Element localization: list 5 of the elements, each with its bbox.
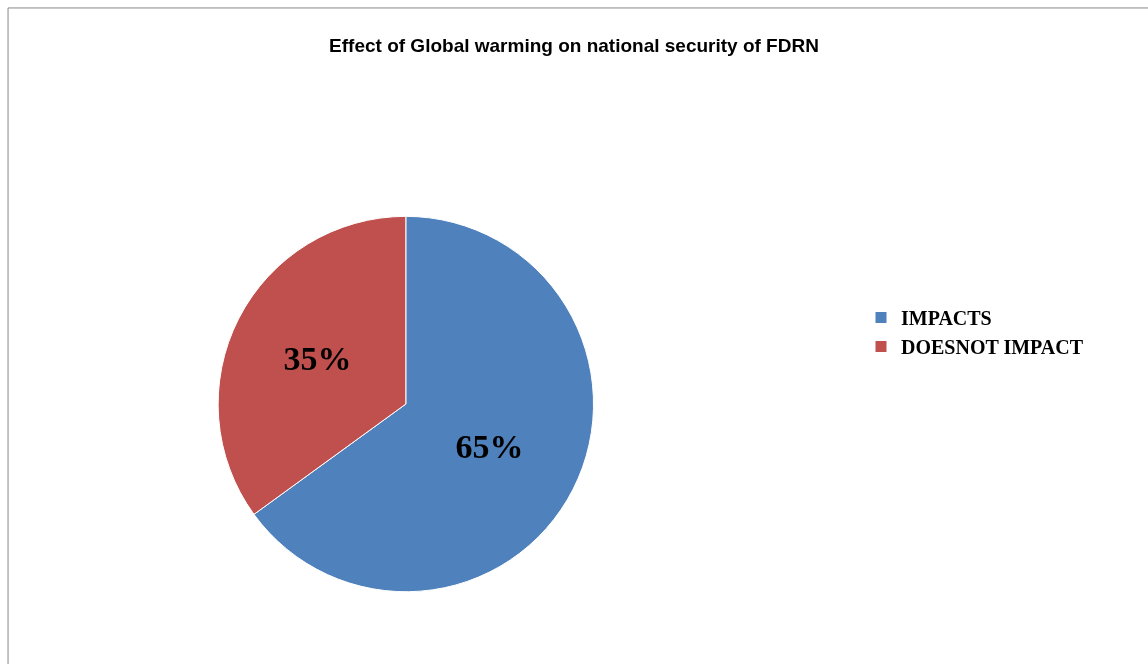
legend-label: IMPACTS xyxy=(901,307,992,330)
legend-label: DOESNOT IMPACT xyxy=(901,336,1084,359)
data-label: 65% xyxy=(455,428,524,466)
chart-title: Effect of Global warming on national security of FDRN xyxy=(329,34,819,56)
data-label: 35% xyxy=(283,340,352,378)
